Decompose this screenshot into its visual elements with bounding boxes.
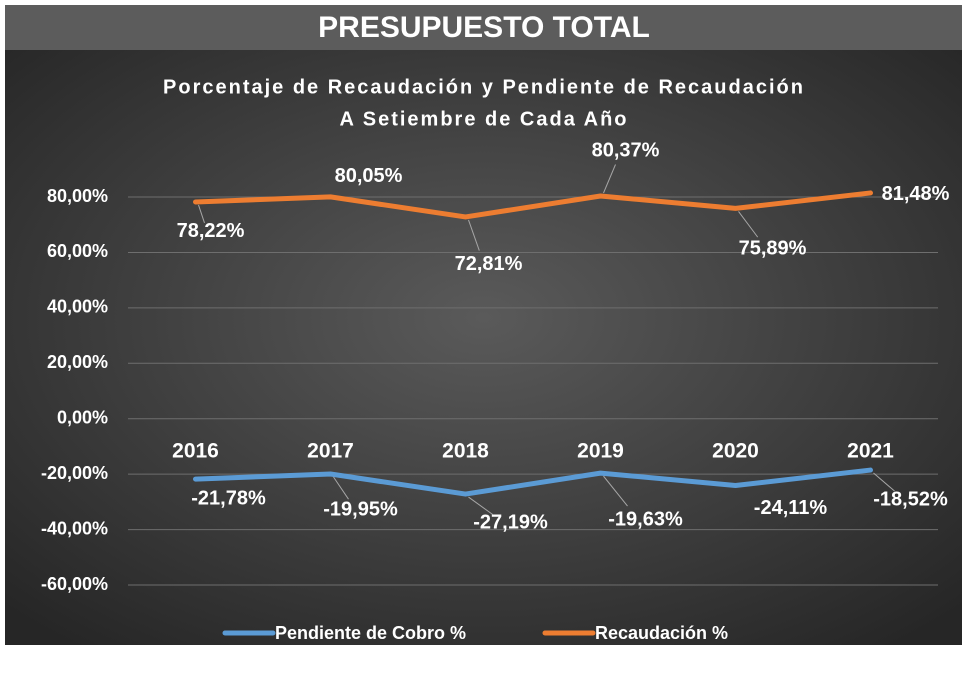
leader-line xyxy=(873,472,895,492)
data-label: 72,81% xyxy=(455,253,523,275)
y-tick-label: -20,00% xyxy=(41,463,108,483)
x-tick-label: 2017 xyxy=(307,440,354,463)
chart-subtitle: A Setiembre de Cada Año xyxy=(339,108,628,130)
series-line xyxy=(193,190,873,220)
leader-line xyxy=(468,496,493,515)
data-label: -19,95% xyxy=(323,498,398,520)
y-tick-label: 80,00% xyxy=(47,186,108,206)
leader-line xyxy=(333,476,349,500)
data-label: -19,63% xyxy=(608,508,683,530)
data-label: -27,19% xyxy=(473,511,548,533)
series-line xyxy=(193,467,873,497)
data-label: 75,89% xyxy=(739,238,807,260)
x-tick-label: 2020 xyxy=(712,440,759,463)
leader-line xyxy=(468,219,480,251)
data-label: -24,11% xyxy=(754,497,828,519)
y-tick-label: 60,00% xyxy=(47,241,108,261)
x-tick-label: 2019 xyxy=(577,440,624,463)
leader-line xyxy=(603,164,616,194)
legend-label: Pendiente de Cobro % xyxy=(275,623,466,643)
header-bar xyxy=(5,5,962,50)
leader-line xyxy=(198,204,205,224)
chart-title: Porcentaje de Recaudación y Pendiente de… xyxy=(163,76,805,98)
chart-background xyxy=(5,50,962,645)
data-label: 80,37% xyxy=(592,139,660,161)
y-tick-label: -60,00% xyxy=(41,574,108,594)
y-tick-label: -40,00% xyxy=(41,518,108,538)
leader-line xyxy=(603,475,628,507)
y-tick-label: 20,00% xyxy=(47,352,108,372)
header-title: PRESUPUESTO TOTAL xyxy=(318,11,650,44)
data-label: 80,05% xyxy=(335,165,403,187)
data-label: -21,78% xyxy=(191,487,266,509)
x-tick-label: 2016 xyxy=(172,440,219,463)
data-label: 81,48% xyxy=(882,183,950,205)
x-tick-label: 2018 xyxy=(442,440,489,463)
y-tick-label: 0,00% xyxy=(57,407,108,427)
legend-label: Recaudación % xyxy=(595,623,728,643)
y-tick-label: 40,00% xyxy=(47,297,108,317)
leader-line xyxy=(738,211,759,238)
x-tick-label: 2021 xyxy=(847,440,894,463)
data-label: -18,52% xyxy=(873,488,948,510)
data-label: 78,22% xyxy=(177,220,245,242)
